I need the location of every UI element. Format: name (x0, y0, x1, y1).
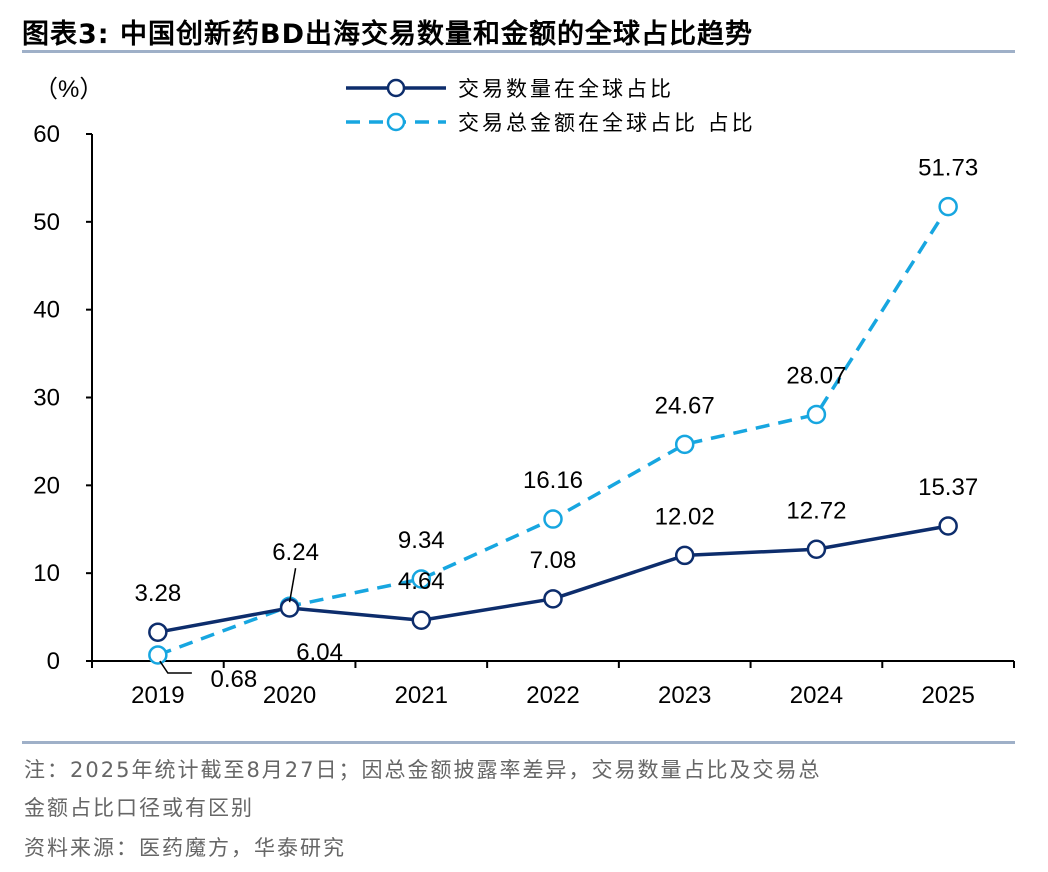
chart-data-labels: 3.28 6.04 4.64 7.08 12.02 12.72 15.37 0.68 6.24 9… (134, 155, 978, 693)
title-divider (22, 50, 1015, 53)
data-label-count-share: 12.72 (786, 497, 846, 524)
leader-line-2020 (288, 568, 297, 603)
footnote-line-1: 注：2025年统计截至8月27日；因总金额披露率差异，交易数量占比及交易总 (24, 758, 822, 782)
x-tick-label: 2024 (790, 682, 843, 709)
y-tick-label: 10 (33, 560, 60, 587)
marker-count-share (543, 589, 563, 609)
data-label-count-share: 15.37 (918, 474, 978, 501)
data-label-amount-share: 6.24 (272, 539, 319, 566)
data-label-amount-share: 24.67 (655, 392, 715, 419)
data-label-amount-share: 51.73 (918, 155, 978, 182)
marker-amount-share (148, 645, 168, 665)
legend-label-count-share: 交易数量在全球占比 (458, 77, 674, 101)
y-tick-label: 40 (33, 297, 60, 324)
marker-count-share (806, 539, 827, 560)
series-line-amount-share (157, 205, 950, 657)
legend-label-amount-share: 交易总金额在全球占比 占比 (458, 111, 756, 135)
footer-divider (22, 741, 1015, 744)
x-tick-label: 2025 (921, 682, 974, 709)
leader-line-2019 (159, 660, 192, 674)
marker-count-share (411, 610, 432, 630)
data-label-count-share: 7.08 (530, 547, 577, 574)
x-tick-label: 2019 (131, 682, 184, 709)
footnote-line-2: 金额占比口径或有区别 (24, 796, 254, 820)
chart-series (148, 196, 958, 665)
x-tick-label: 2023 (658, 682, 711, 709)
legend-marker-count-share (386, 78, 406, 98)
y-tick-label: 0 (47, 648, 60, 675)
marker-count-share (674, 545, 695, 566)
marker-amount-share (806, 404, 827, 425)
marker-amount-share (411, 569, 432, 589)
y-axis-unit-label: （%） (34, 76, 103, 103)
data-label-count-share: 4.64 (398, 568, 445, 595)
data-label-count-share: 6.04 (296, 639, 343, 666)
y-tick-label: 50 (33, 209, 60, 236)
y-tick-label: 20 (33, 472, 60, 499)
x-tick-label: 2020 (263, 682, 316, 709)
chart-axes: 0 10 20 30 40 50 60 （%） 2019 2020 2021 2022 2023 2024… (33, 76, 1015, 709)
data-label-count-share: 3.28 (134, 580, 181, 607)
x-tick-label: 2022 (526, 682, 579, 709)
data-label-amount-share: 16.16 (523, 467, 583, 494)
data-label-count-share: 12.02 (655, 503, 715, 530)
data-label-amount-share: 0.68 (210, 666, 257, 693)
line-chart: 0 10 20 30 40 50 60 （%） 2019 2020 2021 2022 2023 2024… (33, 76, 1015, 709)
data-label-amount-share: 9.34 (398, 527, 445, 554)
marker-count-share (938, 516, 958, 536)
y-tick-label: 60 (33, 121, 60, 148)
legend-marker-amount-share (386, 112, 406, 132)
figure-title: 图表3: 中国创新药BD出海交易数量和金额的全球占比趋势 (22, 19, 753, 50)
data-label-amount-share: 28.07 (786, 362, 846, 389)
marker-count-share (148, 622, 168, 642)
marker-amount-share (674, 434, 695, 455)
x-tick-label: 2021 (395, 682, 448, 709)
y-tick-label: 30 (33, 385, 60, 412)
marker-amount-share (543, 509, 563, 529)
source-note: 资料来源：医药魔方，华泰研究 (24, 836, 346, 860)
marker-amount-share (938, 196, 958, 217)
